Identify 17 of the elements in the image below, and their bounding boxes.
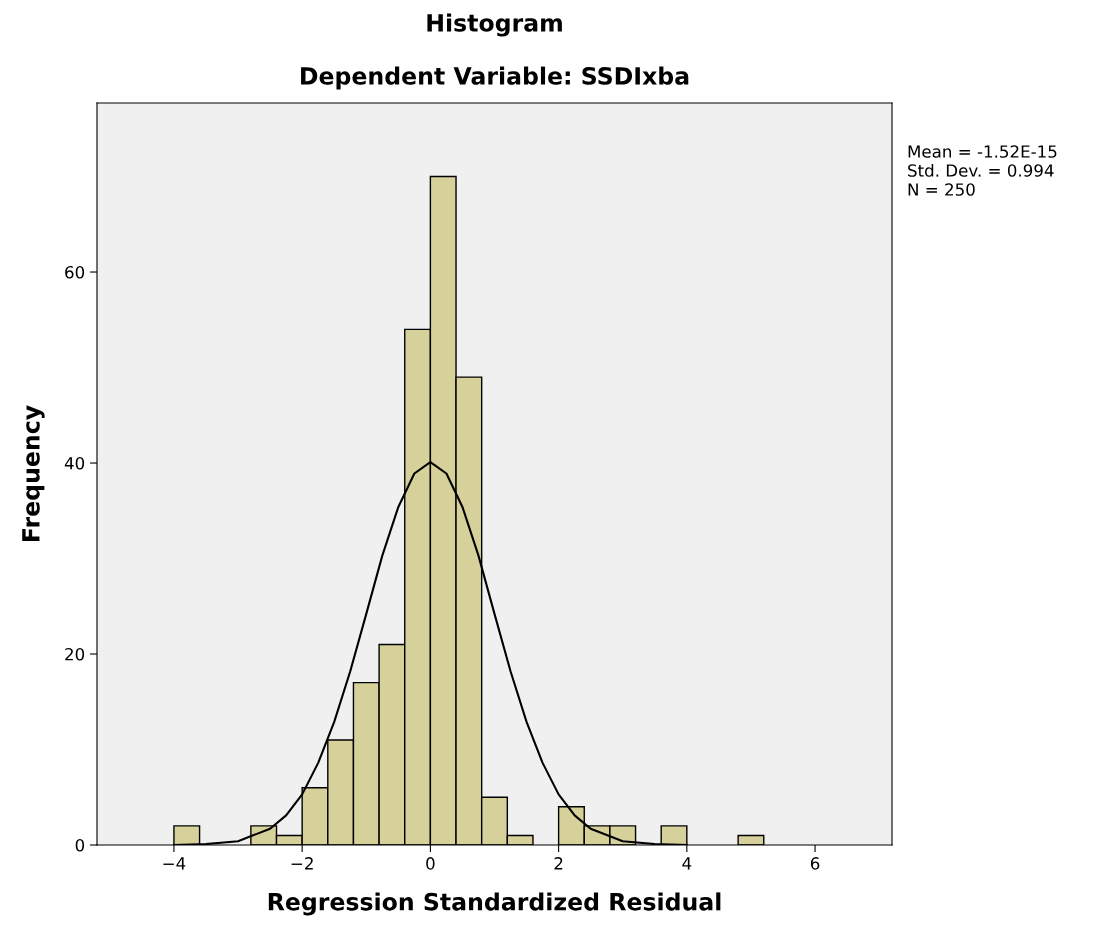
x-axis-title: Regression Standardized Residual xyxy=(268,892,721,916)
text: Mean = -1.52E-15 xyxy=(908,145,1057,158)
y-axis-title: Frequency xyxy=(22,405,45,541)
y-tick-label: 20 xyxy=(65,647,85,661)
x-tick-label: 4 xyxy=(682,857,692,870)
x-tick-label: 0 xyxy=(426,857,435,870)
text: Std. Dev. = 0.994 xyxy=(908,163,1054,177)
x-tick-label: −4 xyxy=(163,857,186,870)
x-tick-label: 6 xyxy=(810,857,820,870)
y-tick-label: 60 xyxy=(65,265,85,279)
text: N = 250 xyxy=(908,183,975,196)
y-tick-label: 0 xyxy=(75,838,85,852)
x-tick-label: −2 xyxy=(291,857,313,870)
x-tick-label: 2 xyxy=(554,857,563,870)
chart-title: Histogram xyxy=(427,13,562,37)
y-tick-label: 40 xyxy=(64,456,85,470)
chart-subtitle: Dependent Variable: SSDIxba xyxy=(301,66,689,90)
